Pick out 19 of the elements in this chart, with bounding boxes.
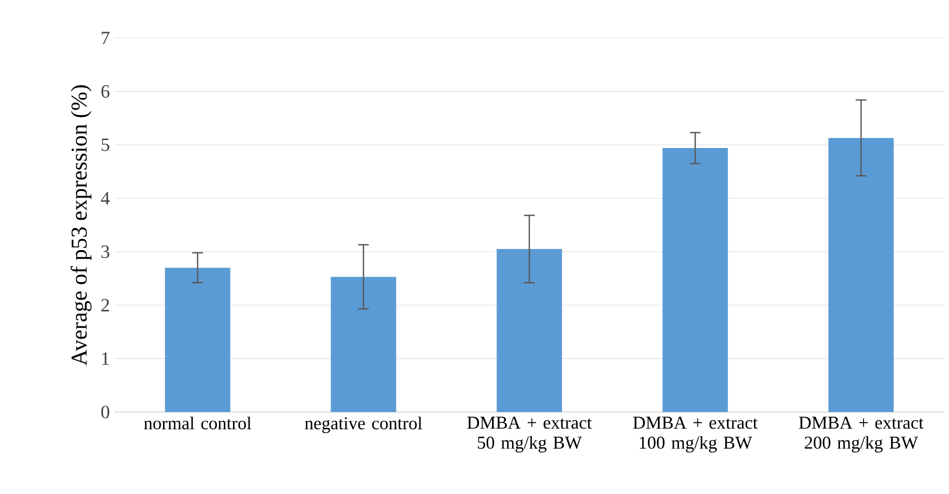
x-tick-label: DMBA + extract 200 mg/kg BW — [799, 416, 924, 452]
y-tick-label: 6 — [101, 85, 110, 98]
bar — [662, 148, 728, 412]
y-tick-label: 0 — [101, 406, 110, 418]
bar — [828, 138, 894, 412]
x-tick-label: DMBA + extract 50 mg/kg BW — [467, 416, 592, 452]
y-tick-label: 4 — [100, 192, 110, 204]
y-tick-label: 7 — [102, 32, 110, 44]
x-tick-label: DMBA + extract 100 mg/kg BW — [633, 416, 758, 452]
bar — [164, 268, 230, 412]
x-tick-label: negative control — [304, 416, 422, 434]
bar — [496, 249, 562, 412]
x-tick-label: normal control — [144, 416, 252, 430]
bar — [330, 276, 396, 412]
y-axis-title: Average of p53 expression (%) — [70, 85, 92, 366]
y-tick-label: 3 — [102, 245, 110, 258]
y-tick-label: 2 — [101, 298, 109, 312]
y-tick-label: 1 — [102, 352, 109, 365]
y-tick-label: 5 — [102, 138, 110, 152]
